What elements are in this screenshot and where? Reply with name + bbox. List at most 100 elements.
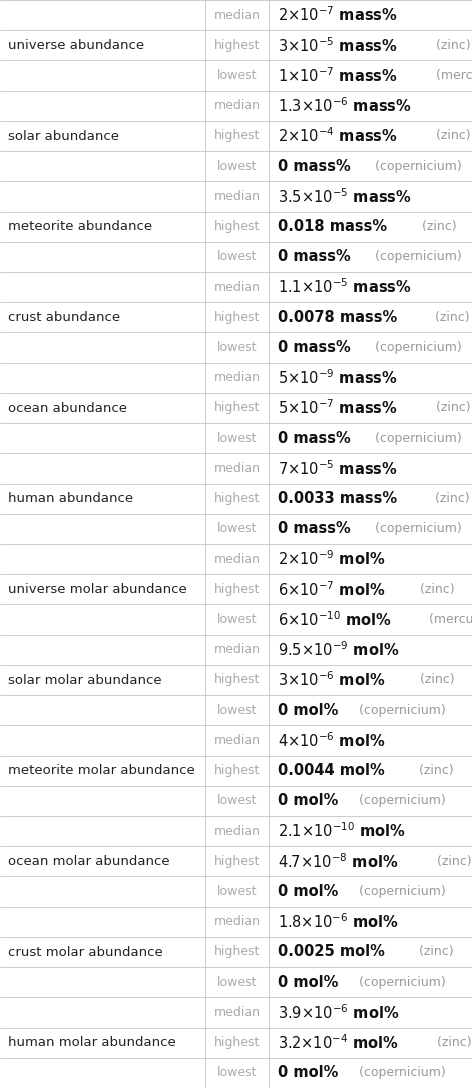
Text: $2{\times}10^{-7}$ mass%: $2{\times}10^{-7}$ mass% [278,5,397,24]
Text: $2.1{\times}10^{-10}$ mol%: $2.1{\times}10^{-10}$ mol% [278,821,405,840]
Text: (copernicium): (copernicium) [371,522,462,535]
Text: (copernicium): (copernicium) [371,160,462,173]
Text: highest: highest [214,764,261,777]
Text: universe abundance: universe abundance [8,39,144,52]
Text: (zinc): (zinc) [418,220,457,233]
Text: meteorite abundance: meteorite abundance [8,220,152,233]
Text: (zinc): (zinc) [416,673,455,687]
Text: lowest: lowest [217,522,257,535]
Text: highest: highest [214,673,261,687]
Text: 0 mol%: 0 mol% [278,1065,338,1080]
Text: (copernicium): (copernicium) [355,976,446,989]
Text: median: median [214,734,261,747]
Text: (mercury): (mercury) [432,69,472,82]
Text: lowest: lowest [217,341,257,354]
Text: median: median [214,1006,261,1019]
Text: $2{\times}10^{-9}$ mol%: $2{\times}10^{-9}$ mol% [278,549,385,568]
Text: solar abundance: solar abundance [8,129,119,143]
Text: $7{\times}10^{-5}$ mass%: $7{\times}10^{-5}$ mass% [278,459,397,478]
Text: $6{\times}10^{-7}$ mol%: $6{\times}10^{-7}$ mol% [278,580,385,598]
Text: $3.5{\times}10^{-5}$ mass%: $3.5{\times}10^{-5}$ mass% [278,187,411,206]
Text: (zinc): (zinc) [433,1036,472,1049]
Text: 0 mol%: 0 mol% [278,703,338,718]
Text: universe molar abundance: universe molar abundance [8,583,187,596]
Text: 0.0033 mass%: 0.0033 mass% [278,491,396,506]
Text: (zinc): (zinc) [431,492,470,505]
Text: $4.7{\times}10^{-8}$ mol%: $4.7{\times}10^{-8}$ mol% [278,852,398,870]
Text: lowest: lowest [217,1066,257,1079]
Text: (zinc): (zinc) [432,401,471,415]
Text: (copernicium): (copernicium) [355,885,446,898]
Text: 0.0078 mass%: 0.0078 mass% [278,310,397,325]
Text: (mercury): (mercury) [425,613,472,626]
Text: lowest: lowest [217,885,257,898]
Text: $2{\times}10^{-4}$ mass%: $2{\times}10^{-4}$ mass% [278,126,397,146]
Text: $3{\times}10^{-6}$ mol%: $3{\times}10^{-6}$ mol% [278,670,385,690]
Text: $5{\times}10^{-9}$ mass%: $5{\times}10^{-9}$ mass% [278,369,397,387]
Text: highest: highest [214,855,261,868]
Text: crust molar abundance: crust molar abundance [8,945,163,959]
Text: $1.8{\times}10^{-6}$ mol%: $1.8{\times}10^{-6}$ mol% [278,913,399,931]
Text: human abundance: human abundance [8,492,133,505]
Text: (copernicium): (copernicium) [371,432,462,445]
Text: (zinc): (zinc) [432,129,471,143]
Text: lowest: lowest [217,69,257,82]
Text: median: median [214,371,261,384]
Text: $1.1{\times}10^{-5}$ mass%: $1.1{\times}10^{-5}$ mass% [278,277,411,296]
Text: lowest: lowest [217,250,257,263]
Text: (copernicium): (copernicium) [355,794,446,807]
Text: $3.9{\times}10^{-6}$ mol%: $3.9{\times}10^{-6}$ mol% [278,1003,399,1022]
Text: solar molar abundance: solar molar abundance [8,673,162,687]
Text: highest: highest [214,401,261,415]
Text: $9.5{\times}10^{-9}$ mol%: $9.5{\times}10^{-9}$ mol% [278,641,399,659]
Text: highest: highest [214,220,261,233]
Text: lowest: lowest [217,432,257,445]
Text: (zinc): (zinc) [432,39,471,52]
Text: $1.3{\times}10^{-6}$ mass%: $1.3{\times}10^{-6}$ mass% [278,97,411,115]
Text: 0.0025 mol%: 0.0025 mol% [278,944,384,960]
Text: lowest: lowest [217,794,257,807]
Text: (copernicium): (copernicium) [371,341,462,354]
Text: $5{\times}10^{-7}$ mass%: $5{\times}10^{-7}$ mass% [278,398,397,418]
Text: $1{\times}10^{-7}$ mass%: $1{\times}10^{-7}$ mass% [278,66,397,85]
Text: highest: highest [214,129,261,143]
Text: $3{\times}10^{-5}$ mass%: $3{\times}10^{-5}$ mass% [278,36,397,54]
Text: 0.0044 mol%: 0.0044 mol% [278,763,384,778]
Text: 0 mol%: 0 mol% [278,793,338,808]
Text: 0 mol%: 0 mol% [278,885,338,899]
Text: $3.2{\times}10^{-4}$ mol%: $3.2{\times}10^{-4}$ mol% [278,1034,398,1052]
Text: median: median [214,99,261,112]
Text: $6{\times}10^{-10}$ mol%: $6{\times}10^{-10}$ mol% [278,610,392,629]
Text: 0 mass%: 0 mass% [278,341,350,355]
Text: (zinc): (zinc) [415,945,454,959]
Text: lowest: lowest [217,704,257,717]
Text: 0 mass%: 0 mass% [278,431,350,446]
Text: median: median [214,190,261,203]
Text: highest: highest [214,945,261,959]
Text: median: median [214,643,261,656]
Text: median: median [214,462,261,475]
Text: lowest: lowest [217,613,257,626]
Text: median: median [214,281,261,294]
Text: median: median [214,553,261,566]
Text: (copernicium): (copernicium) [371,250,462,263]
Text: 0 mass%: 0 mass% [278,521,350,536]
Text: (copernicium): (copernicium) [355,704,446,717]
Text: $4{\times}10^{-6}$ mol%: $4{\times}10^{-6}$ mol% [278,731,385,750]
Text: meteorite molar abundance: meteorite molar abundance [8,764,195,777]
Text: ocean molar abundance: ocean molar abundance [8,855,170,868]
Text: lowest: lowest [217,160,257,173]
Text: (zinc): (zinc) [433,855,472,868]
Text: human molar abundance: human molar abundance [8,1036,176,1049]
Text: lowest: lowest [217,976,257,989]
Text: highest: highest [214,583,261,596]
Text: highest: highest [214,1036,261,1049]
Text: highest: highest [214,492,261,505]
Text: 0 mass%: 0 mass% [278,159,350,174]
Text: (zinc): (zinc) [416,583,455,596]
Text: median: median [214,825,261,838]
Text: 0 mol%: 0 mol% [278,975,338,990]
Text: median: median [214,9,261,22]
Text: crust abundance: crust abundance [8,311,120,324]
Text: median: median [214,915,261,928]
